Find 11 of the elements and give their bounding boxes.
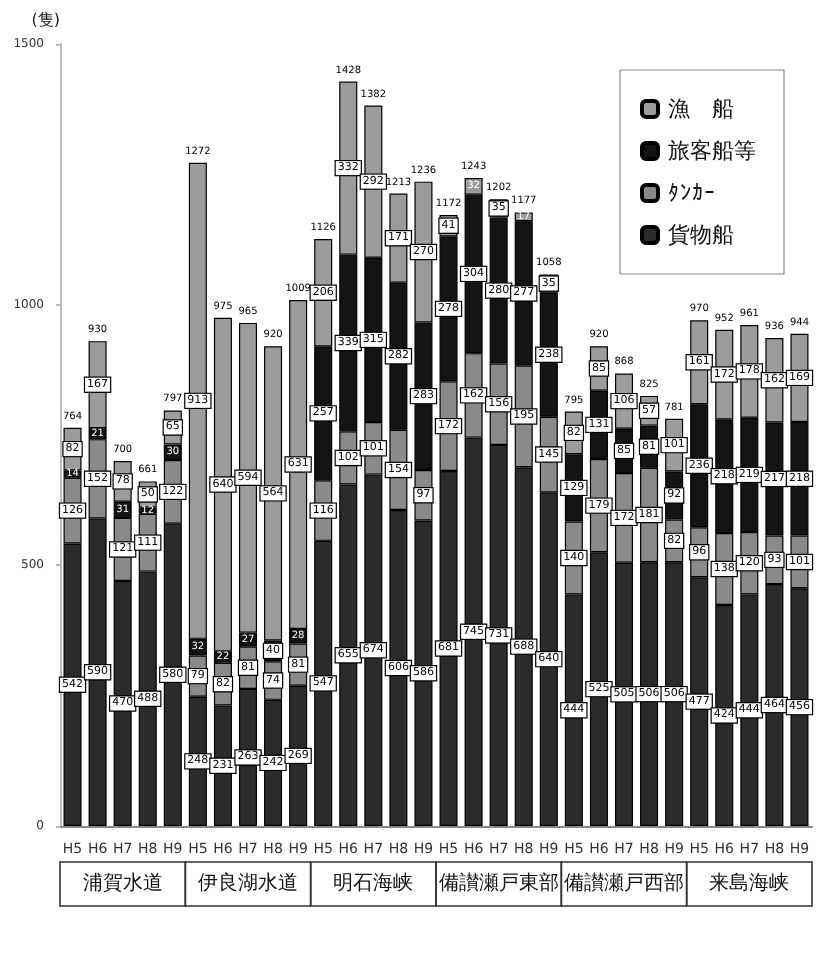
legend-label: 漁 船: [668, 96, 734, 122]
legend-label: ﾀﾝｶｰ: [668, 180, 716, 206]
text: 浦賀水道: [82, 871, 163, 895]
legend-label: 貨物船: [668, 222, 734, 248]
text: 備讃瀬戸西部: [564, 871, 684, 895]
text: 来島海峡: [709, 871, 790, 895]
text: 伊良湖水道: [198, 871, 298, 895]
text: 備讃瀬戸東部: [438, 871, 559, 895]
y-axis-title: (隻): [31, 11, 60, 29]
text: 明石海峡: [333, 871, 414, 895]
legend-label: 旅客船等: [668, 138, 756, 164]
